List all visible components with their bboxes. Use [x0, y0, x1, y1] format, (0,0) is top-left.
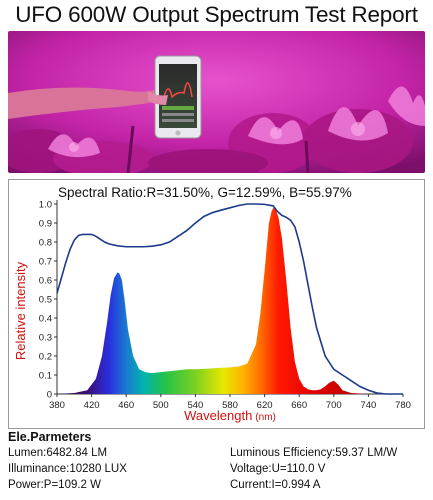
param-current: Current:I=0.994 A [230, 479, 321, 491]
param-illuminance: Illuminance:10280 LUX [8, 463, 127, 475]
y-tick-label: 0.2 [39, 352, 52, 363]
hand-shape [8, 87, 160, 119]
y-tick-label: 0.6 [39, 276, 52, 287]
x-tick-label: 660 [291, 400, 307, 411]
envelope-line [56, 203, 403, 395]
parameters-heading: Ele.Parmeters [8, 430, 92, 444]
x-tick-label: 380 [49, 400, 65, 411]
y-tick-label: 0.8 [39, 238, 52, 249]
y-tick-label: 0.1 [39, 371, 52, 382]
parameters-panel: Ele.Parmeters Lumen:6482.84 LM Luminous … [8, 430, 428, 495]
phone-illustration [154, 55, 202, 139]
y-tick-label: 0.4 [39, 314, 52, 325]
param-luminous-efficiency: Luminous Efficiency:59.37 LM/W [230, 447, 398, 459]
spectrum-area [57, 207, 403, 394]
param-lumen: Lumen:6482.84 LM [8, 447, 108, 459]
x-tick-label: 740 [360, 400, 376, 411]
x-tick-label: 500 [153, 400, 169, 411]
chart-ticks: 380 420 460 500 540 580 620 660 700 740 780 0 0.1 0.2… [39, 200, 411, 412]
product-photo [8, 31, 425, 173]
x-axis-label: Wavelength (nm) [184, 408, 276, 423]
x-tick-label: 460 [118, 400, 134, 411]
y-tick-label: 1.0 [39, 200, 52, 211]
x-tick-label: 700 [326, 400, 342, 411]
y-tick-label: 0.7 [39, 257, 52, 268]
y-tick-label: 0.9 [39, 219, 52, 230]
param-power: Power:P=109.2 W [8, 479, 102, 491]
param-row-1: Lumen:6482.84 LM Luminous Efficiency:59.… [8, 447, 428, 463]
x-tick-label: 540 [187, 400, 203, 411]
x-tick-label: 580 [222, 400, 238, 411]
x-tick-label: 780 [395, 400, 411, 411]
param-voltage: Voltage:U=110.0 V [230, 463, 326, 475]
y-tick-label: 0.5 [39, 295, 52, 306]
param-row-2: Illuminance:10280 LUX Voltage:U=110.0 V [8, 463, 428, 479]
report-title: UFO 600W Output Spectrum Test Report [15, 2, 418, 27]
chart-frame [8, 179, 425, 429]
param-row-3: Power:P=109.2 W Current:I=0.994 A [8, 479, 428, 495]
y-axis-label: Relative intensity [13, 261, 28, 360]
spectrum-chart: 380 420 460 500 540 580 620 660 700 740 780 0 0.1 0.2… [13, 200, 411, 424]
spectral-ratio: Spectral Ratio:R=31.50%, G=12.59%, B=55.… [58, 185, 352, 200]
y-tick-label: 0 [47, 390, 52, 401]
x-tick-label: 420 [84, 400, 100, 411]
x-tick-label: 620 [257, 400, 273, 411]
y-tick-label: 0.3 [39, 333, 52, 344]
